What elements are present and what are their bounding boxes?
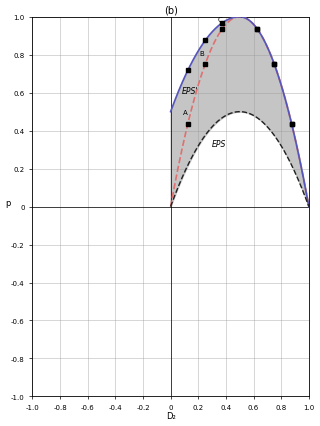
Text: EPS: EPS (212, 139, 227, 149)
Text: A: A (183, 110, 188, 116)
Title: (b): (b) (164, 6, 178, 15)
Text: B: B (200, 51, 204, 57)
Y-axis label: p: p (5, 198, 11, 207)
Text: C: C (218, 17, 222, 23)
X-axis label: D₂: D₂ (166, 412, 175, 420)
Text: EPS': EPS' (182, 86, 198, 95)
